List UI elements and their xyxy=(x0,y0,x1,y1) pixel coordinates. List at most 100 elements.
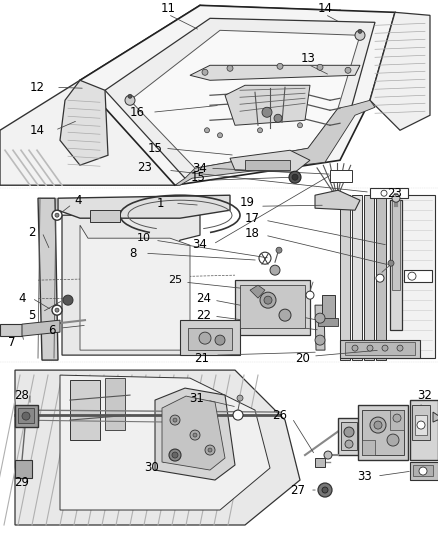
Polygon shape xyxy=(352,195,362,360)
Text: 16: 16 xyxy=(130,106,145,119)
Circle shape xyxy=(315,313,325,323)
Polygon shape xyxy=(390,410,404,430)
Circle shape xyxy=(170,415,180,425)
Polygon shape xyxy=(130,30,360,168)
Polygon shape xyxy=(155,388,235,480)
Polygon shape xyxy=(225,85,310,125)
Text: 32: 32 xyxy=(417,389,432,401)
Polygon shape xyxy=(250,285,265,298)
Circle shape xyxy=(279,309,291,321)
Polygon shape xyxy=(415,415,427,435)
Circle shape xyxy=(258,128,262,133)
Text: 18: 18 xyxy=(244,227,259,240)
Circle shape xyxy=(315,335,325,345)
Circle shape xyxy=(382,345,388,351)
Text: 23: 23 xyxy=(388,187,403,200)
Text: 12: 12 xyxy=(29,81,45,94)
Circle shape xyxy=(128,94,132,98)
Polygon shape xyxy=(230,150,310,172)
Polygon shape xyxy=(410,400,438,460)
Circle shape xyxy=(193,433,197,437)
Circle shape xyxy=(52,305,62,315)
Text: 4: 4 xyxy=(74,193,82,207)
Polygon shape xyxy=(412,405,430,440)
Circle shape xyxy=(345,440,353,448)
Polygon shape xyxy=(15,460,32,478)
Polygon shape xyxy=(433,412,438,422)
Text: 1: 1 xyxy=(156,197,164,209)
Text: 28: 28 xyxy=(14,389,29,401)
Circle shape xyxy=(202,69,208,75)
Circle shape xyxy=(393,414,401,422)
Circle shape xyxy=(387,434,399,446)
Polygon shape xyxy=(0,80,210,185)
Circle shape xyxy=(22,412,30,420)
Circle shape xyxy=(172,452,178,458)
Polygon shape xyxy=(60,375,270,510)
Polygon shape xyxy=(338,418,360,455)
Circle shape xyxy=(190,430,200,440)
Text: 11: 11 xyxy=(160,2,176,15)
Circle shape xyxy=(367,345,373,351)
Circle shape xyxy=(274,114,282,122)
Circle shape xyxy=(318,483,332,497)
Circle shape xyxy=(345,67,351,74)
Text: 30: 30 xyxy=(145,461,159,473)
Text: 14: 14 xyxy=(29,124,45,137)
Text: 8: 8 xyxy=(129,247,137,260)
Circle shape xyxy=(218,133,223,138)
Text: 19: 19 xyxy=(240,196,254,209)
Polygon shape xyxy=(38,198,58,360)
Circle shape xyxy=(173,418,177,422)
Circle shape xyxy=(352,345,358,351)
Polygon shape xyxy=(188,328,232,350)
Circle shape xyxy=(205,445,215,455)
Text: 20: 20 xyxy=(296,352,311,365)
Circle shape xyxy=(260,292,276,308)
Bar xyxy=(90,210,120,222)
Text: 33: 33 xyxy=(357,470,372,482)
Polygon shape xyxy=(385,195,435,358)
Polygon shape xyxy=(190,66,360,80)
Polygon shape xyxy=(105,378,125,430)
Circle shape xyxy=(322,487,328,493)
Circle shape xyxy=(289,171,301,183)
Polygon shape xyxy=(180,320,240,355)
Circle shape xyxy=(358,29,362,34)
Circle shape xyxy=(205,128,209,133)
Text: 22: 22 xyxy=(197,309,212,321)
Circle shape xyxy=(208,448,212,452)
Polygon shape xyxy=(15,370,300,525)
Text: 23: 23 xyxy=(138,161,152,174)
Polygon shape xyxy=(340,195,350,360)
Circle shape xyxy=(237,395,243,401)
Text: 10: 10 xyxy=(137,233,151,243)
Circle shape xyxy=(408,272,416,280)
Bar xyxy=(413,465,433,476)
Circle shape xyxy=(227,66,233,71)
Bar xyxy=(330,170,352,182)
Circle shape xyxy=(344,427,354,437)
Polygon shape xyxy=(322,295,335,320)
Polygon shape xyxy=(60,80,108,165)
Text: 34: 34 xyxy=(193,161,208,175)
Circle shape xyxy=(270,265,280,275)
Circle shape xyxy=(370,417,386,433)
Circle shape xyxy=(317,64,323,70)
Circle shape xyxy=(417,421,425,429)
Polygon shape xyxy=(62,215,200,355)
Text: 5: 5 xyxy=(28,309,35,321)
Text: 14: 14 xyxy=(318,2,332,15)
Polygon shape xyxy=(22,320,60,336)
Bar xyxy=(404,270,432,282)
Text: 6: 6 xyxy=(48,324,56,337)
Text: 4: 4 xyxy=(18,292,26,305)
Text: 26: 26 xyxy=(272,409,287,422)
Circle shape xyxy=(374,421,382,429)
Bar xyxy=(410,462,438,480)
Bar xyxy=(318,318,338,326)
Text: 15: 15 xyxy=(148,142,162,155)
Circle shape xyxy=(233,410,243,420)
Circle shape xyxy=(324,451,332,459)
Polygon shape xyxy=(345,342,415,355)
